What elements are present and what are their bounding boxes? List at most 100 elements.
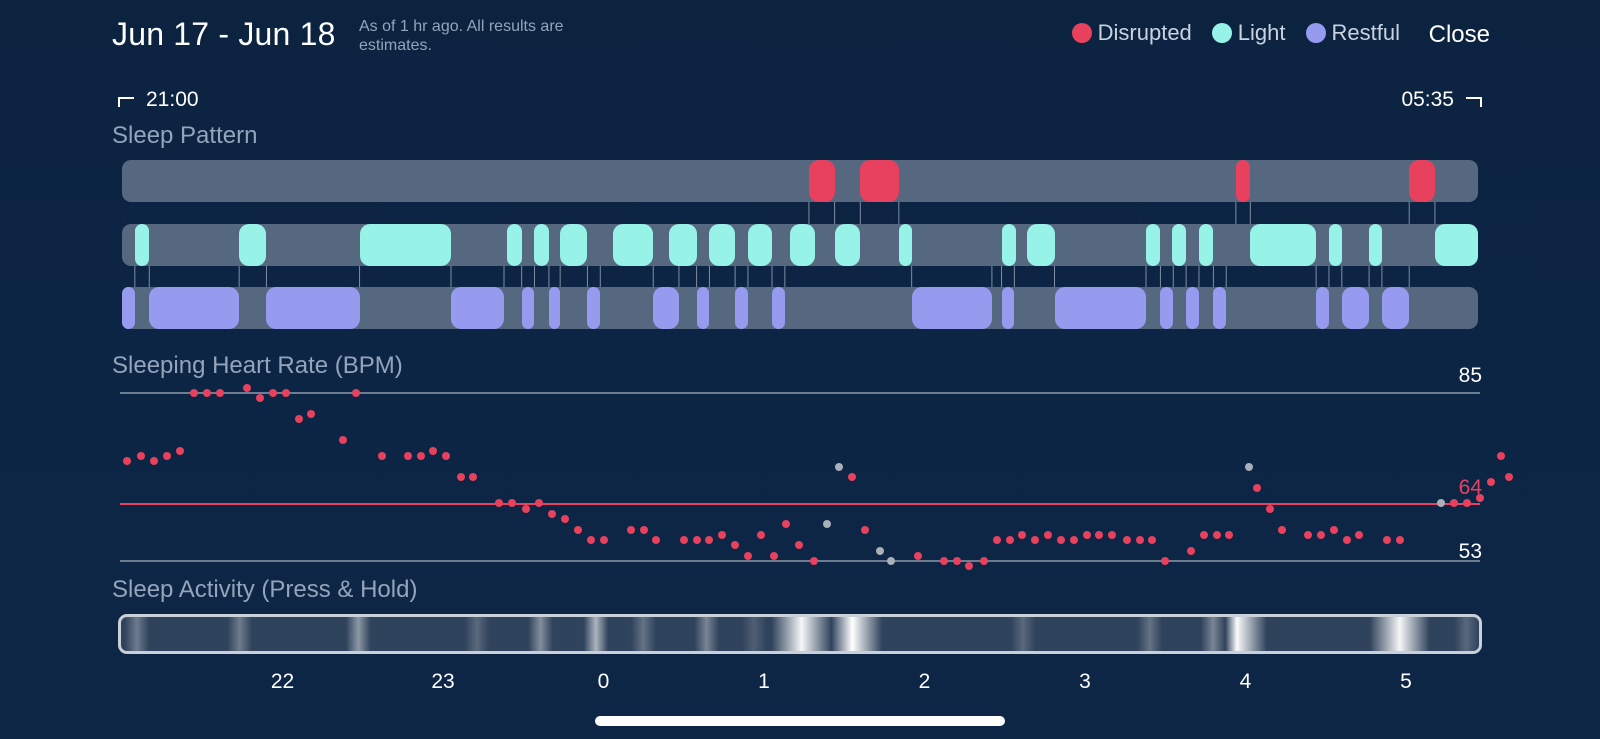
heart-rate-point <box>1082 530 1091 539</box>
close-button[interactable]: Close <box>1428 21 1490 48</box>
disrupted-segment <box>808 160 835 202</box>
hr-avg-line <box>120 503 1480 505</box>
timeline-start-label: 21:00 <box>146 88 199 111</box>
home-indicator[interactable] <box>595 716 1005 726</box>
x-tick-label: 23 <box>431 670 455 693</box>
light-segment <box>709 224 736 266</box>
hr-avg-label: 64 <box>1458 476 1482 499</box>
heart-rate-point <box>795 541 804 550</box>
heart-rate-title: Sleeping Heart Rate (BPM) <box>112 352 403 379</box>
restful-segment <box>521 287 535 329</box>
x-tick-label: 22 <box>270 670 295 693</box>
light-segment <box>239 224 267 266</box>
heart-rate-point <box>1095 530 1104 539</box>
disrupted-segment <box>1235 160 1251 202</box>
restful-segment <box>735 287 748 329</box>
heart-rate-point <box>1487 478 1496 487</box>
heart-rate-point <box>1018 530 1027 539</box>
heart-rate-point <box>294 415 303 424</box>
heart-rate-point <box>679 536 688 544</box>
x-tick-label: 3 <box>1079 670 1091 693</box>
heart-rate-point <box>914 551 923 560</box>
restful-segment <box>696 287 710 329</box>
heart-rate-point <box>1199 530 1208 539</box>
light-segment <box>613 224 654 266</box>
timeline-start: 21:00 <box>118 88 199 112</box>
heart-rate-point <box>599 536 608 544</box>
heart-rate-point <box>1342 536 1351 544</box>
heart-rate-point <box>1225 530 1234 539</box>
light-segment <box>789 224 816 266</box>
heart-rate-point <box>769 551 778 560</box>
heart-rate-point <box>718 530 727 539</box>
heart-rate-point <box>150 457 159 466</box>
heart-rate-point <box>137 452 146 460</box>
sleep-activity-bar[interactable] <box>118 614 1482 654</box>
restful-segment <box>122 287 135 329</box>
light-segment <box>1198 224 1214 266</box>
light-segment <box>1145 224 1161 266</box>
heart-rate-point-gray <box>822 520 831 529</box>
light-segment <box>1328 224 1342 266</box>
light-segment <box>507 224 522 266</box>
heart-rate-point <box>861 525 870 534</box>
restful-segment <box>653 287 679 329</box>
heart-rate-point <box>1252 483 1261 492</box>
heart-rate-point <box>1382 536 1391 544</box>
heart-rate-point <box>1278 525 1287 534</box>
restful-track[interactable] <box>122 287 1478 329</box>
heart-rate-point <box>416 452 425 460</box>
restful-segment <box>1160 287 1174 329</box>
restful-segment <box>1054 287 1146 329</box>
bracket-right-icon <box>1466 97 1482 108</box>
heart-rate-point <box>1355 530 1364 539</box>
x-tick-label: 5 <box>1400 670 1412 693</box>
restful-segment <box>911 287 992 329</box>
light-segment <box>898 224 912 266</box>
heart-rate-point <box>965 562 974 571</box>
heart-rate-point <box>469 473 478 481</box>
heart-rate-point <box>243 383 252 392</box>
restful-segment <box>587 287 601 329</box>
heart-rate-point <box>652 536 661 544</box>
heart-rate-point <box>1056 536 1065 544</box>
legend-label-restful: Restful <box>1331 20 1400 45</box>
heart-rate-point <box>1316 530 1325 539</box>
heart-rate-point <box>1005 536 1014 544</box>
light-dot-icon <box>1211 23 1232 43</box>
heart-rate-point <box>522 504 531 513</box>
light-track[interactable] <box>122 224 1478 266</box>
heart-rate-point <box>1122 536 1131 544</box>
x-tick-label: 2 <box>918 670 931 693</box>
light-segment <box>134 224 150 266</box>
heart-rate-point <box>782 520 791 529</box>
heart-rate-point <box>1329 525 1338 534</box>
heart-rate-point <box>403 452 412 460</box>
x-tick-label: 1 <box>758 670 770 693</box>
hr-min-line <box>120 560 1480 562</box>
heart-rate-point <box>1069 536 1078 544</box>
heart-rate-point <box>442 452 451 460</box>
heart-rate-point <box>756 530 765 539</box>
heart-rate-point <box>1265 504 1274 513</box>
restful-segment <box>149 287 240 329</box>
heart-rate-point <box>307 410 316 418</box>
disrupted-track[interactable] <box>122 160 1478 202</box>
timeline-end-label: 05:35 <box>1401 88 1454 111</box>
x-tick-label: 4 <box>1239 670 1252 693</box>
heart-rate-point-gray <box>1244 462 1253 471</box>
heart-rate-point <box>731 541 740 550</box>
heart-rate-point <box>1304 530 1313 539</box>
legend-item-disrupted: Disrupted <box>1071 20 1192 46</box>
light-segment <box>359 224 452 266</box>
light-segment <box>560 224 588 266</box>
restful-segment <box>451 287 504 329</box>
timeline-end: 05:35 <box>1401 88 1482 112</box>
restful-segment <box>772 287 785 329</box>
heart-rate-point <box>1212 530 1221 539</box>
restful-segment <box>1341 287 1370 329</box>
heart-rate-point <box>692 536 701 544</box>
heart-rate-point <box>339 436 348 445</box>
legend-item-restful: Restful <box>1305 20 1400 46</box>
sleep-pattern-title: Sleep Pattern <box>112 122 258 149</box>
